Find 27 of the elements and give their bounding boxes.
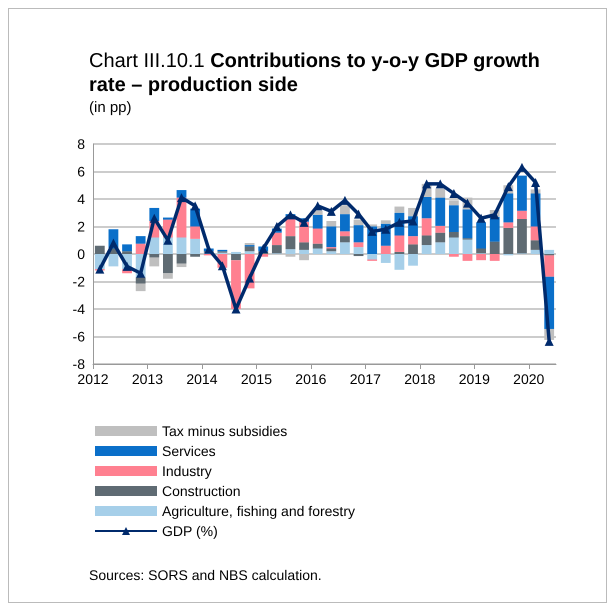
chart-subtitle: (in pp) [89, 99, 132, 116]
source-note: Sources: SORS and NBS calculation. [89, 567, 322, 583]
y-tick-label: 2 [77, 218, 86, 234]
x-tick-label: 2018 [404, 371, 436, 387]
y-tick-label: 8 [77, 136, 86, 152]
y-tick-label: -4 [72, 301, 86, 317]
x-tick-label: 2013 [132, 371, 164, 387]
x-tick-label: 2016 [295, 371, 327, 387]
x-tick-label: 2020 [513, 371, 545, 387]
x-tick-label: 2015 [240, 371, 272, 387]
y-tick-label: 4 [77, 191, 86, 207]
x-tick-label: 2017 [350, 371, 382, 387]
legend-label: Agriculture, fishing and forestry [162, 503, 355, 519]
chart-title: Chart III.10.1 Contributions to y-o-y GDP growth rate – production side [89, 50, 540, 96]
y-tick-label: 0 [77, 246, 86, 262]
legend-label: Services [162, 443, 216, 459]
x-tick-label: 2014 [186, 371, 218, 387]
legend-label: GDP (%) [162, 523, 218, 539]
x-tick-label: 2019 [458, 371, 490, 387]
y-tick-label: 6 [77, 164, 86, 180]
x-tick-label: 2012 [77, 371, 109, 387]
legend-label: Industry [162, 463, 212, 479]
legend-label: Tax minus subsidies [162, 423, 288, 439]
legend-label: Construction [162, 483, 241, 499]
y-tick-label: -2 [72, 274, 86, 290]
y-tick-label: -8 [72, 356, 86, 372]
y-tick-label: -6 [72, 328, 86, 344]
